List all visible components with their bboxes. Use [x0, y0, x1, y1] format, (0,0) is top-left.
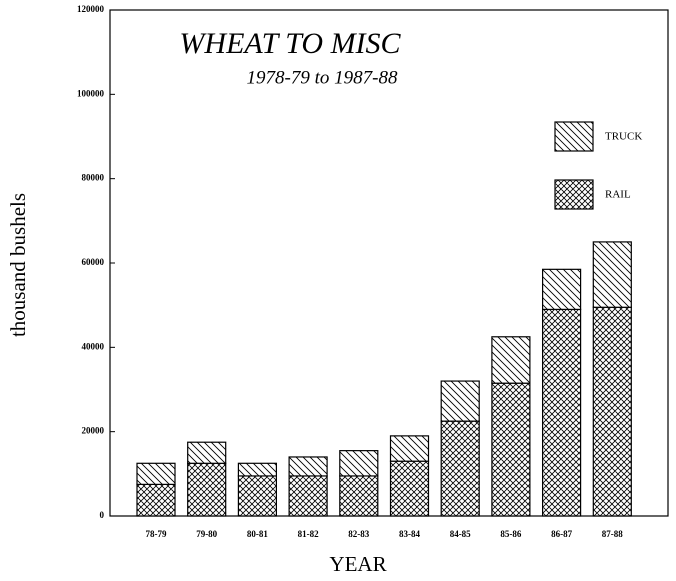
y-tick-label: 80000	[82, 173, 105, 183]
x-tick-label: 81-82	[298, 529, 319, 539]
bar-segment	[541, 308, 582, 517]
bar-segment	[136, 462, 176, 485]
y-tick-label: 40000	[82, 341, 105, 351]
bar-segment	[136, 483, 176, 517]
chart-subtitle: 1978-79 to 1987-88	[247, 67, 398, 88]
bar-segment	[187, 462, 227, 517]
y-tick-label: 60000	[82, 257, 105, 267]
x-tick-label: 84-85	[450, 529, 471, 539]
x-tick-label: 87-88	[602, 529, 623, 539]
y-tick-label: 100000	[77, 88, 105, 98]
legend-label: TRUCK	[605, 131, 642, 143]
bar-segment	[237, 462, 277, 477]
chart-title: WHEAT TO MISC	[179, 27, 401, 60]
bar-segment	[440, 420, 480, 517]
legend-swatch	[554, 179, 594, 210]
bar-segment	[440, 380, 480, 422]
x-tick-label: 82-83	[348, 529, 369, 539]
bar-segment	[592, 306, 632, 517]
x-tick-label: 85-86	[500, 529, 521, 539]
x-axis-label: YEAR	[329, 552, 386, 576]
bar-segment	[288, 475, 328, 517]
bar-segment	[389, 435, 430, 462]
y-tick-label: 20000	[82, 426, 105, 436]
legend-swatch	[554, 121, 594, 152]
x-tick-label: 86-87	[551, 529, 572, 539]
bar-segment	[187, 441, 227, 464]
bar-segment	[288, 456, 328, 477]
bar-segment	[339, 475, 379, 517]
x-tick-label: 79-80	[196, 529, 217, 539]
bar-segment	[541, 268, 582, 310]
y-tick-label: 120000	[77, 4, 105, 14]
y-tick-label: 0	[100, 510, 105, 520]
x-tick-label: 83-84	[399, 529, 420, 539]
bar-segment	[339, 450, 379, 477]
bar-segment	[592, 241, 632, 308]
legend-label: RAIL	[605, 189, 631, 201]
y-axis-label: thousand bushels	[6, 193, 30, 337]
bar-segment	[237, 475, 277, 517]
x-tick-label: 78-79	[146, 529, 167, 539]
bar-segment	[491, 336, 531, 384]
bar-segment	[389, 460, 430, 517]
x-tick-label: 80-81	[247, 529, 268, 539]
bar-segment	[491, 382, 531, 517]
